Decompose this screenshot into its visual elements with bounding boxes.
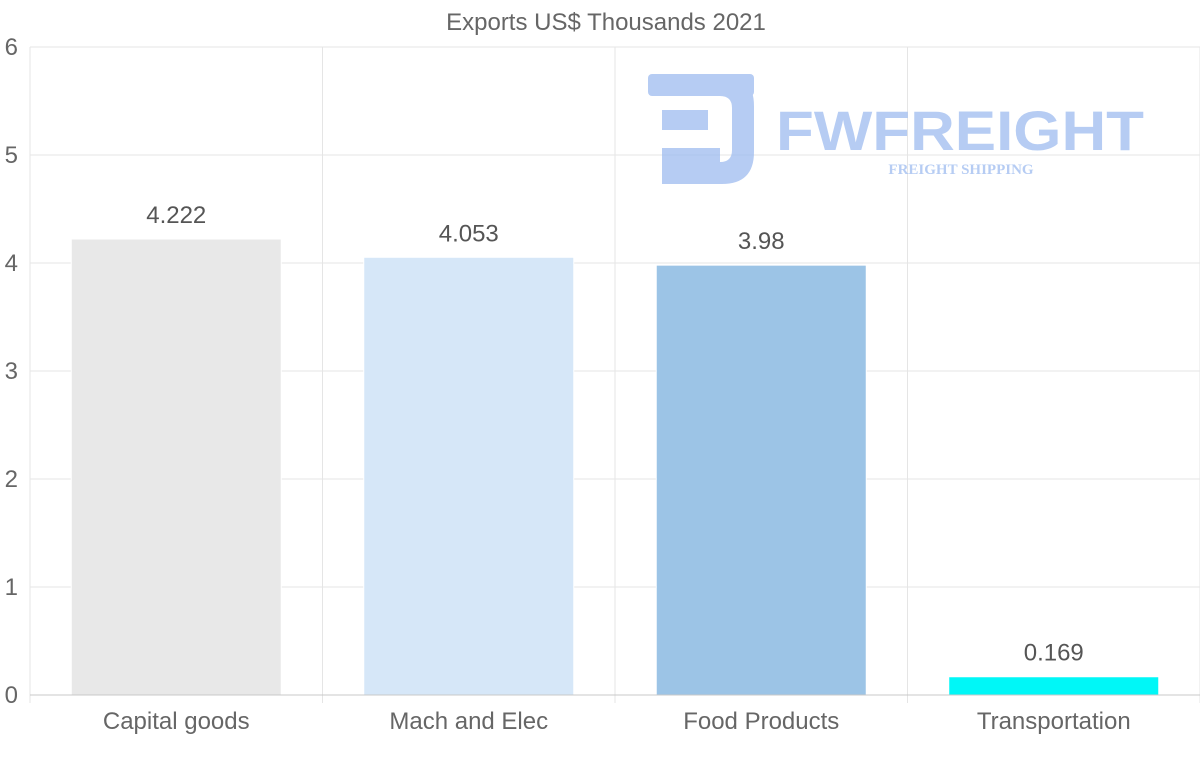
y-tick-label: 2 [5, 466, 18, 493]
y-tick-label: 1 [5, 574, 18, 601]
y-tick-label: 6 [5, 34, 18, 61]
x-tick-label: Mach and Elec [389, 708, 548, 735]
chart-title: Exports US$ Thousands 2021 [446, 9, 766, 36]
y-tick-label: 4 [5, 250, 18, 277]
watermark-logo: FWFREIGHT FREIGHT SHIPPING [648, 74, 1144, 184]
x-tick-label: Food Products [683, 708, 839, 735]
y-tick-label: 3 [5, 358, 18, 385]
bar-food-products [655, 264, 867, 696]
bar-transportation [948, 676, 1160, 696]
bars [70, 238, 1160, 696]
axes: 0 1 2 3 4 5 6 Capital goods Mach and Elec Food Pr… [5, 34, 1200, 735]
watermark-tagline: FREIGHT SHIPPING [888, 162, 1033, 178]
bar-capital-goods [70, 238, 282, 696]
watermark-brand: FWFREIGHT [776, 99, 1144, 162]
x-tick-label: Transportation [977, 708, 1131, 735]
data-labels: 4.222 4.053 3.98 0.169 [146, 202, 1084, 667]
fwfreight-logo-mark [648, 74, 754, 184]
data-label: 0.169 [1024, 640, 1084, 667]
y-tick-label: 5 [5, 142, 18, 169]
x-tick-label: Capital goods [103, 708, 250, 735]
y-tick-label: 0 [5, 682, 18, 709]
bar-mach-and-elec [363, 256, 575, 696]
data-label: 4.222 [146, 202, 206, 229]
data-label: 4.053 [439, 220, 499, 247]
data-label: 3.98 [738, 228, 785, 255]
